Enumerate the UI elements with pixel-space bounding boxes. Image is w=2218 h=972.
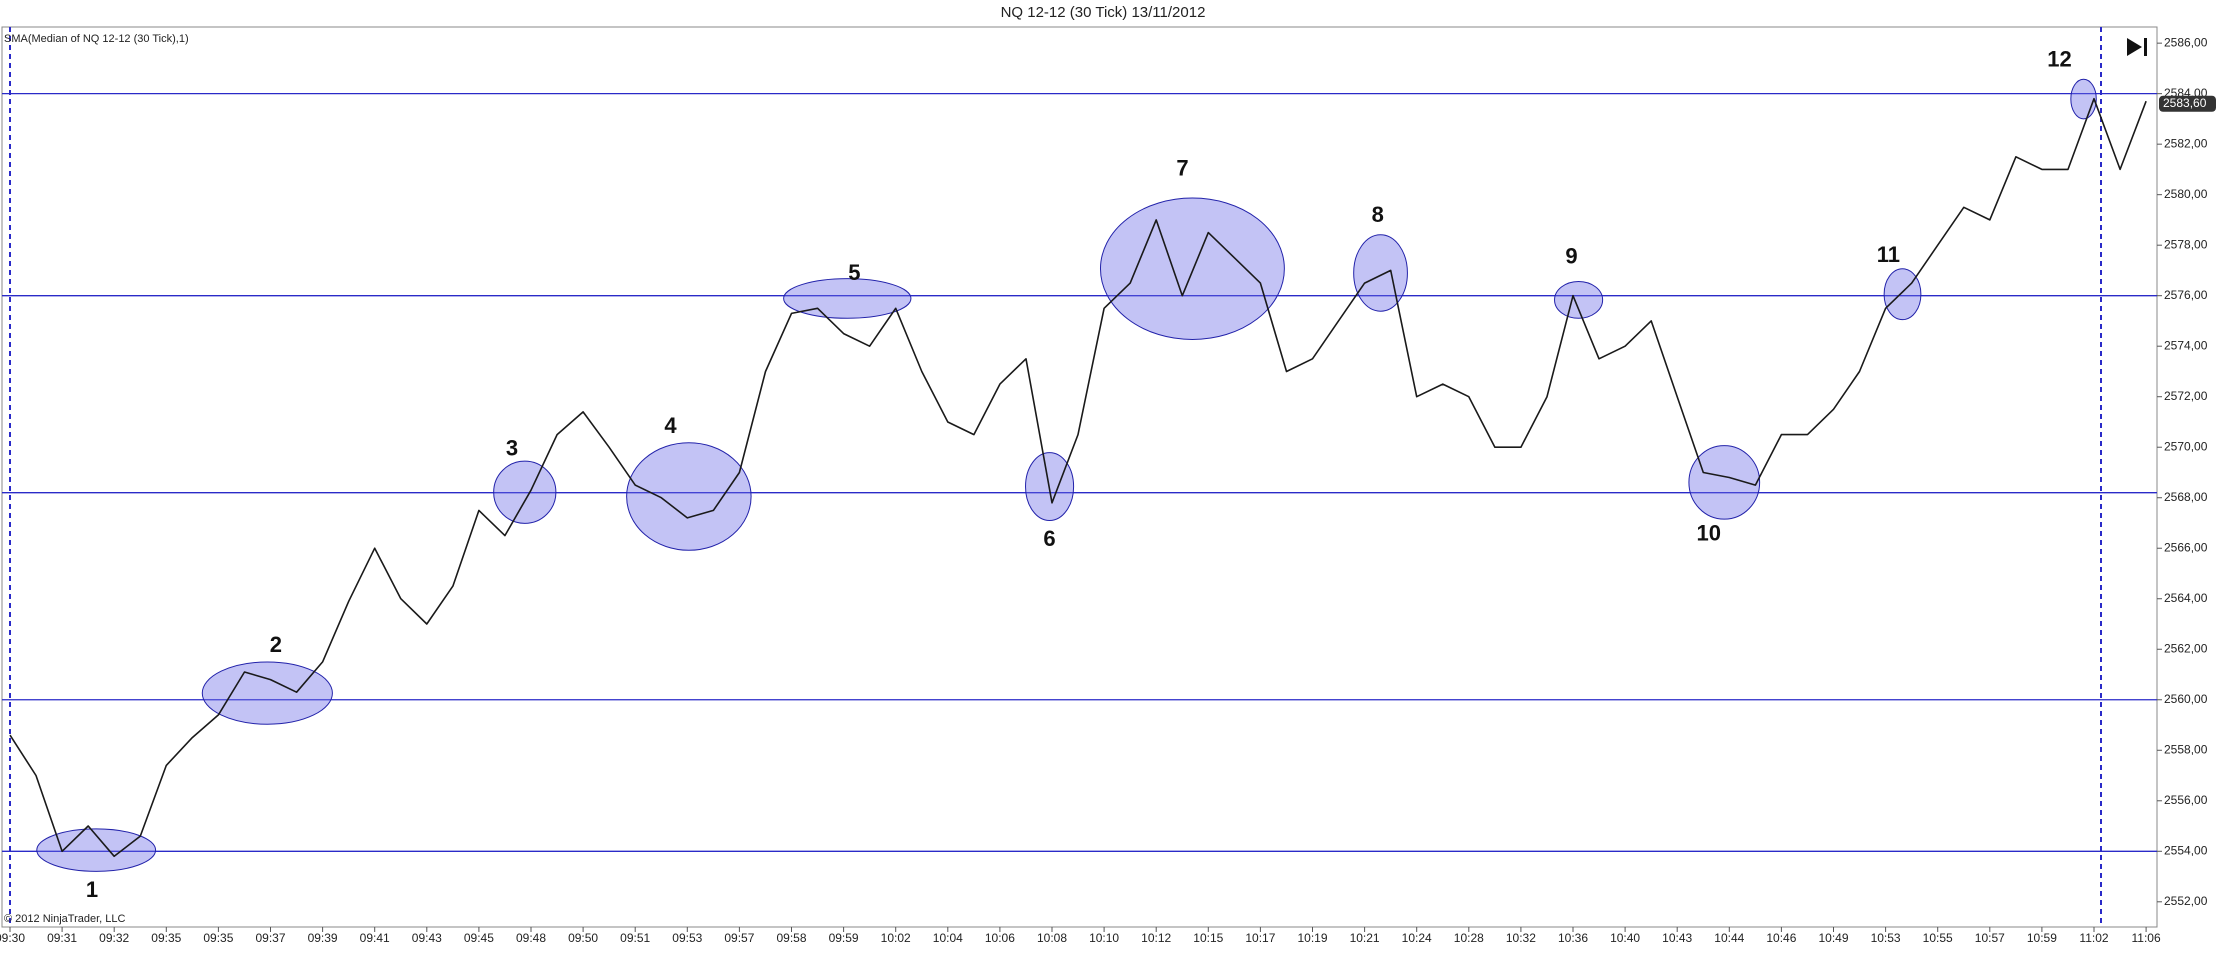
x-tick-label: 10:24 <box>1402 931 1432 945</box>
x-tick-label: 09:51 <box>620 931 650 945</box>
y-tick-label: 2582,00 <box>2164 136 2208 150</box>
y-tick-label: 2558,00 <box>2164 742 2208 756</box>
y-tick-label: 2574,00 <box>2164 338 2208 352</box>
y-tick-label: 2552,00 <box>2164 894 2208 908</box>
x-tick-label: 09:50 <box>568 931 598 945</box>
x-tick-label: 09:32 <box>99 931 129 945</box>
x-tick-label: 10:08 <box>1037 931 1067 945</box>
y-tick-label: 2568,00 <box>2164 490 2208 504</box>
x-tick-label: 09:43 <box>412 931 442 945</box>
annotation-ellipse <box>1099 197 1285 340</box>
x-tick-label: 10:28 <box>1454 931 1484 945</box>
x-tick-label: 10:36 <box>1558 931 1588 945</box>
x-tick-label: 09:30 <box>0 931 25 945</box>
x-tick-label: 10:10 <box>1089 931 1119 945</box>
y-tick-label: 2570,00 <box>2164 439 2208 453</box>
x-tick-label: 10:53 <box>1871 931 1901 945</box>
plot-frame <box>1 26 2158 928</box>
x-tick-label: 09:59 <box>829 931 859 945</box>
x-tick-label: 10:02 <box>881 931 911 945</box>
annotation-label: 4 <box>664 413 677 438</box>
annotation-label: 8 <box>1372 202 1384 227</box>
annotation-label: 5 <box>848 260 860 285</box>
indicator-label: SMA(Median of NQ 12-12 (30 Tick),1) <box>4 33 189 45</box>
x-tick-label: 09:39 <box>308 931 338 945</box>
y-tick-label: 2554,00 <box>2164 843 2208 857</box>
x-tick-label: 09:37 <box>255 931 285 945</box>
x-tick-label: 09:53 <box>672 931 702 945</box>
x-tick-label: 09:48 <box>516 931 546 945</box>
x-tick-label: 10:44 <box>1714 931 1744 945</box>
y-tick-label: 2572,00 <box>2164 389 2208 403</box>
y-tick-label: 2578,00 <box>2164 237 2208 251</box>
annotation-ellipse <box>2070 78 2097 120</box>
annotation-label: 12 <box>2047 47 2071 72</box>
annotation-ellipse <box>1883 268 1922 321</box>
x-tick-label: 09:41 <box>360 931 390 945</box>
x-tick-label: 10:15 <box>1193 931 1223 945</box>
x-tick-label: 10:19 <box>1297 931 1327 945</box>
last-price-marker <box>2159 95 2216 112</box>
x-tick-label: 10:04 <box>933 931 963 945</box>
x-tick-label: 09:35 <box>203 931 233 945</box>
x-tick-label: 11:06 <box>2132 931 2161 945</box>
annotation-ellipse <box>36 828 157 872</box>
x-tick-label: 10:59 <box>2027 931 2057 945</box>
go-to-end-icon[interactable] <box>2127 38 2147 56</box>
x-tick-label: 10:32 <box>1506 931 1536 945</box>
annotation-label: 3 <box>506 436 518 461</box>
annotation-label: 6 <box>1043 526 1055 551</box>
y-tick-label: 2586,00 <box>2164 35 2208 49</box>
x-tick-label: 09:58 <box>776 931 806 945</box>
last-price-label: 2583,60 <box>2163 96 2207 110</box>
x-tick-label: 10:43 <box>1662 931 1692 945</box>
annotation-label: 9 <box>1565 243 1577 268</box>
x-tick-label: 10:57 <box>1975 931 2005 945</box>
y-tick-label: 2580,00 <box>2164 187 2208 201</box>
x-tick-label: 10:21 <box>1350 931 1380 945</box>
annotation-label: 10 <box>1696 520 1720 545</box>
annotation-label: 11 <box>1877 242 1900 267</box>
copyright: © 2012 NinjaTrader, LLC <box>4 913 125 925</box>
y-tick-label: 2556,00 <box>2164 793 2208 807</box>
annotation-ellipse <box>1353 234 1408 312</box>
y-tick-label: 2562,00 <box>2164 641 2208 655</box>
annotation-label: 2 <box>270 632 282 657</box>
x-tick-label: 10:40 <box>1610 931 1640 945</box>
x-tick-label: 09:35 <box>151 931 181 945</box>
annotation-ellipse <box>1688 445 1761 520</box>
x-tick-label: 10:46 <box>1766 931 1796 945</box>
y-tick-label: 2566,00 <box>2164 540 2208 554</box>
price-line <box>9 97 2147 858</box>
x-tick-label: 10:06 <box>985 931 1015 945</box>
x-tick-label: 11:02 <box>2079 931 2108 945</box>
x-tick-label: 09:45 <box>464 931 494 945</box>
x-tick-label: 09:31 <box>47 931 77 945</box>
chart-title: NQ 12-12 (30 Tick) 13/11/2012 <box>1001 4 1206 21</box>
y-tick-label: 2560,00 <box>2164 692 2208 706</box>
y-tick-label: 2564,00 <box>2164 591 2208 605</box>
x-tick-label: 10:12 <box>1141 931 1171 945</box>
x-tick-label: 10:55 <box>1923 931 1953 945</box>
annotation-ellipse <box>626 442 752 551</box>
annotation-ellipse <box>493 460 557 524</box>
x-tick-label: 10:17 <box>1245 931 1275 945</box>
annotation-label: 7 <box>1176 156 1188 181</box>
annotation-ellipse <box>1554 280 1604 319</box>
x-tick-label: 09:57 <box>724 931 754 945</box>
annotation-label: 1 <box>86 877 98 902</box>
annotation-ellipse <box>201 661 333 725</box>
y-tick-label: 2576,00 <box>2164 288 2208 302</box>
x-tick-label: 10:49 <box>1818 931 1848 945</box>
